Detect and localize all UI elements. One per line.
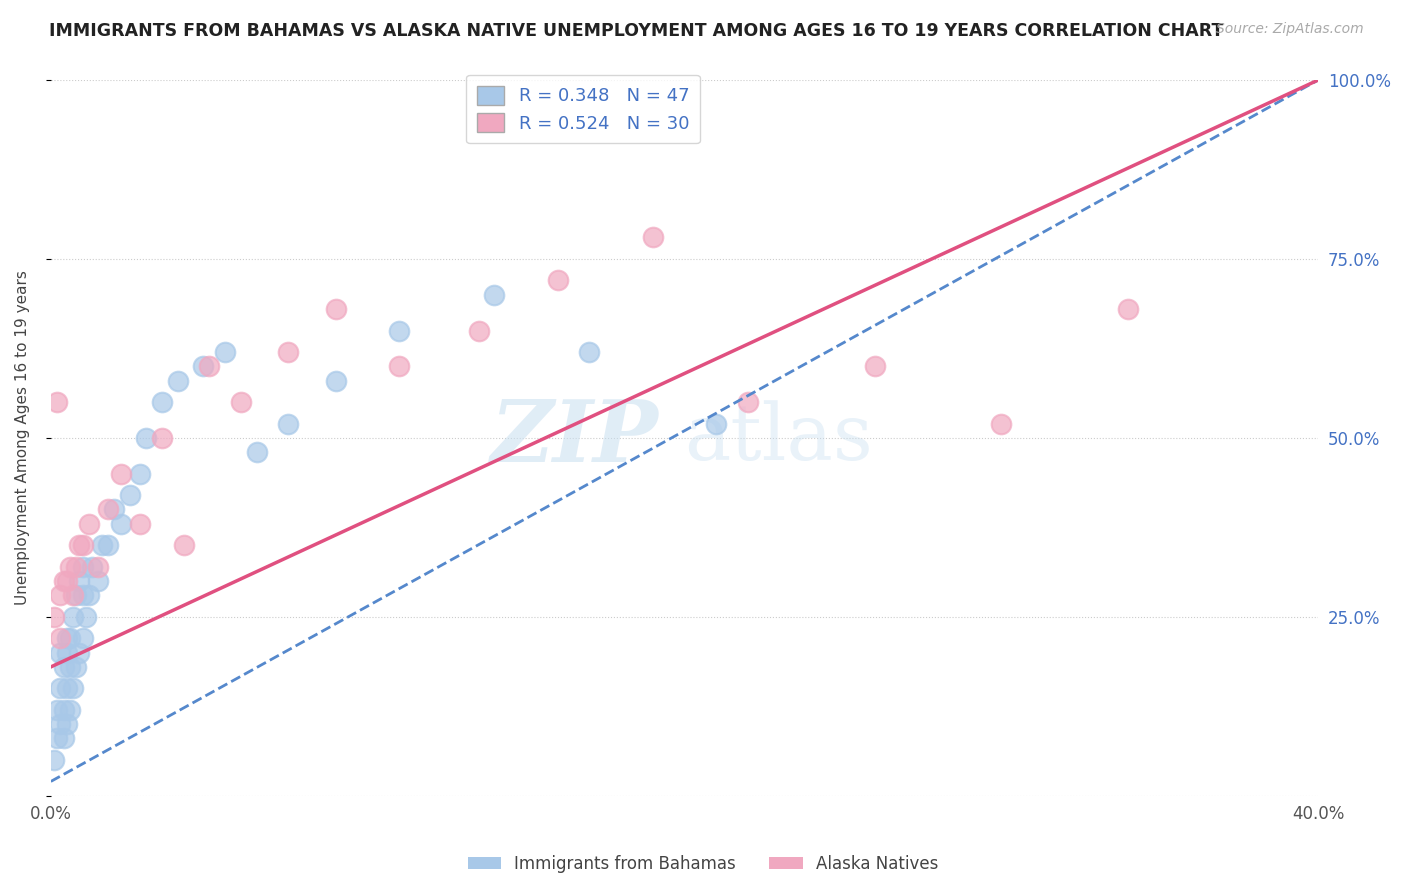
Point bbox=[49, 588, 72, 602]
Point bbox=[87, 559, 110, 574]
Point bbox=[59, 559, 82, 574]
Point bbox=[641, 230, 664, 244]
Text: atlas: atlas bbox=[685, 400, 873, 475]
Point bbox=[277, 345, 299, 359]
Point bbox=[87, 574, 110, 588]
Point bbox=[49, 717, 72, 731]
Point bbox=[547, 273, 569, 287]
Point bbox=[198, 359, 221, 374]
Point bbox=[150, 395, 173, 409]
Point bbox=[65, 588, 87, 602]
Point bbox=[72, 588, 94, 602]
Point bbox=[229, 395, 252, 409]
Point bbox=[118, 488, 141, 502]
Legend: R = 0.348   N = 47, R = 0.524   N = 30: R = 0.348 N = 47, R = 0.524 N = 30 bbox=[467, 75, 700, 144]
Point bbox=[110, 467, 132, 481]
Point bbox=[65, 660, 87, 674]
Point bbox=[103, 502, 125, 516]
Point bbox=[42, 609, 65, 624]
Point bbox=[67, 574, 90, 588]
Y-axis label: Unemployment Among Ages 16 to 19 years: Unemployment Among Ages 16 to 19 years bbox=[15, 270, 30, 606]
Point bbox=[49, 646, 72, 660]
Point bbox=[49, 681, 72, 696]
Point bbox=[67, 646, 90, 660]
Point bbox=[388, 359, 411, 374]
Point bbox=[97, 538, 120, 552]
Point bbox=[97, 502, 120, 516]
Point bbox=[55, 681, 77, 696]
Point bbox=[59, 703, 82, 717]
Point bbox=[1116, 301, 1139, 316]
Point bbox=[72, 632, 94, 646]
Text: ZIP: ZIP bbox=[491, 396, 659, 480]
Point bbox=[325, 301, 347, 316]
Point bbox=[59, 632, 82, 646]
Point bbox=[90, 538, 112, 552]
Point bbox=[55, 574, 77, 588]
Point bbox=[65, 559, 87, 574]
Point bbox=[214, 345, 236, 359]
Point bbox=[52, 660, 75, 674]
Point bbox=[42, 753, 65, 767]
Legend: Immigrants from Bahamas, Alaska Natives: Immigrants from Bahamas, Alaska Natives bbox=[461, 848, 945, 880]
Point bbox=[77, 516, 100, 531]
Point bbox=[52, 703, 75, 717]
Point bbox=[863, 359, 886, 374]
Point bbox=[55, 646, 77, 660]
Point bbox=[62, 588, 84, 602]
Point bbox=[72, 559, 94, 574]
Point bbox=[46, 703, 69, 717]
Point bbox=[325, 374, 347, 388]
Point bbox=[46, 731, 69, 746]
Point bbox=[80, 559, 103, 574]
Point bbox=[62, 609, 84, 624]
Point bbox=[52, 731, 75, 746]
Point bbox=[72, 538, 94, 552]
Point bbox=[135, 431, 157, 445]
Point bbox=[46, 395, 69, 409]
Point bbox=[704, 417, 727, 431]
Point bbox=[49, 632, 72, 646]
Point bbox=[277, 417, 299, 431]
Point bbox=[59, 660, 82, 674]
Point bbox=[166, 374, 188, 388]
Point bbox=[173, 538, 195, 552]
Point bbox=[990, 417, 1012, 431]
Point bbox=[110, 516, 132, 531]
Point bbox=[128, 516, 150, 531]
Text: IMMIGRANTS FROM BAHAMAS VS ALASKA NATIVE UNEMPLOYMENT AMONG AGES 16 TO 19 YEARS : IMMIGRANTS FROM BAHAMAS VS ALASKA NATIVE… bbox=[49, 22, 1223, 40]
Point bbox=[246, 445, 269, 459]
Point bbox=[52, 574, 75, 588]
Point bbox=[467, 324, 489, 338]
Point bbox=[191, 359, 214, 374]
Point bbox=[484, 287, 506, 301]
Point bbox=[77, 588, 100, 602]
Point bbox=[388, 324, 411, 338]
Point bbox=[150, 431, 173, 445]
Point bbox=[55, 717, 77, 731]
Point bbox=[62, 681, 84, 696]
Point bbox=[67, 538, 90, 552]
Point bbox=[737, 395, 759, 409]
Point bbox=[128, 467, 150, 481]
Point bbox=[55, 632, 77, 646]
Text: Source: ZipAtlas.com: Source: ZipAtlas.com bbox=[1216, 22, 1364, 37]
Point bbox=[75, 609, 97, 624]
Point bbox=[578, 345, 600, 359]
